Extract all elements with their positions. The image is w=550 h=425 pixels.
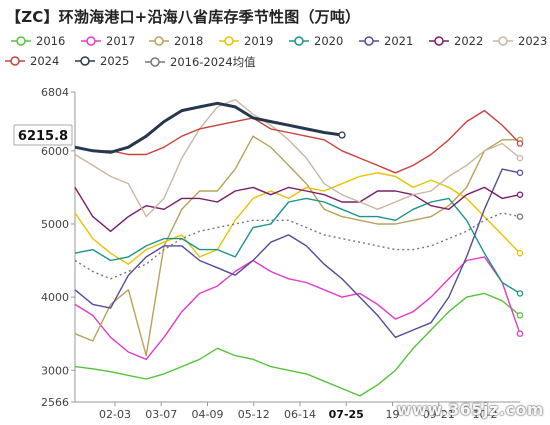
current-value-text: 6215.8 [18, 129, 68, 144]
legend-swatch-icon [429, 36, 449, 46]
legend-item-2020[interactable]: 2020 [288, 34, 343, 48]
legend-item-2018[interactable]: 2018 [148, 34, 203, 48]
x-tick-label: 19 [386, 408, 400, 421]
series-line-avg [74, 212, 521, 280]
y-tick-label: 5000 [41, 218, 69, 231]
legend-label: 2017 [106, 34, 136, 48]
series-line-2016 [74, 292, 521, 397]
y-tick-label: 3000 [41, 364, 69, 377]
x-tick-label: 03-07 [145, 408, 177, 421]
legend-swatch-icon [289, 36, 309, 46]
x-tick-label: 06-14 [284, 408, 316, 421]
series-line-2018 [74, 135, 520, 357]
legend-swatch-icon [493, 36, 513, 46]
legend-label: 2016-2024均值 [170, 55, 256, 69]
legend-swatch-icon [11, 36, 31, 46]
current-value-box [13, 124, 73, 146]
y-tick-label: 4000 [41, 291, 69, 304]
legend-swatch-icon [219, 36, 239, 46]
legend-item-2019[interactable]: 2019 [218, 34, 273, 48]
series-end-marker-2024 [516, 140, 524, 147]
legend-swatch-icon [359, 36, 379, 46]
legend-item-2017[interactable]: 2017 [80, 34, 135, 48]
legend-label: 2023 [518, 34, 548, 48]
series-end-marker-2019 [516, 249, 524, 257]
legend-label: 2024 [30, 54, 60, 68]
x-tick-label: 09-21 [423, 408, 455, 421]
current-value-label: 6215.8 [13, 124, 73, 146]
legend-swatch-icon [145, 57, 165, 67]
series-line-2022 [74, 186, 521, 233]
legend-swatch-icon [81, 36, 101, 46]
legend-item-2023[interactable]: 2023 [492, 34, 547, 48]
series-end-marker-2023 [516, 154, 524, 162]
legend-swatch-icon [75, 56, 95, 66]
legend-swatch-icon [149, 36, 169, 46]
series-line-2020 [74, 197, 521, 294]
series-line-2019 [74, 172, 521, 265]
legend-label: 2019 [244, 34, 274, 48]
legend-item-2016[interactable]: 2016 [10, 34, 65, 48]
y-tick-label: 6804 [41, 86, 69, 99]
chart-title: 【ZC】环渤海港口+沿海八省库存季节性图（万吨） [6, 8, 361, 26]
y-tick-label: 6000 [41, 145, 69, 158]
watermark: www.365jz.com [396, 400, 544, 419]
x-tick-label: 02-03 [99, 408, 131, 421]
x-tick-label: 10-2 [473, 408, 498, 421]
legend-label: 2021 [384, 34, 414, 48]
series-line-2025 [74, 101, 343, 154]
series-end-marker-2021 [516, 169, 524, 177]
series-end-marker-2022 [516, 191, 524, 198]
legend-item-avg[interactable]: 2016-2024均值 [144, 54, 256, 70]
legend-item-2024[interactable]: 2024 [4, 54, 59, 68]
x-tick-label: 04-09 [192, 408, 224, 421]
x-tick-label: 05-12 [238, 408, 270, 421]
legend-item-2021[interactable]: 2021 [358, 34, 413, 48]
series-end-marker-2016 [516, 312, 524, 319]
legend-label: 2016 [36, 34, 66, 48]
x-tick-label: 07-25 [329, 408, 364, 421]
series-line-2024 [74, 109, 521, 174]
y-tick-label: 2566 [41, 396, 69, 409]
series-end-marker-2017 [516, 330, 524, 337]
series-end-marker-avg [516, 213, 524, 220]
series-line-2023 [74, 98, 521, 218]
series-end-marker-2025 [338, 131, 346, 139]
legend-label: 2025 [100, 54, 130, 68]
legend-label: 2018 [174, 34, 204, 48]
legend-label: 2022 [454, 34, 484, 48]
legend-label: 2020 [314, 34, 344, 48]
series-end-marker-2020 [516, 290, 524, 297]
legend-swatch-icon [5, 56, 25, 66]
series-line-2017 [74, 256, 521, 360]
legend-item-2025[interactable]: 2025 [74, 54, 129, 68]
legend-item-2022[interactable]: 2022 [428, 34, 483, 48]
series-line-2021 [74, 168, 521, 338]
